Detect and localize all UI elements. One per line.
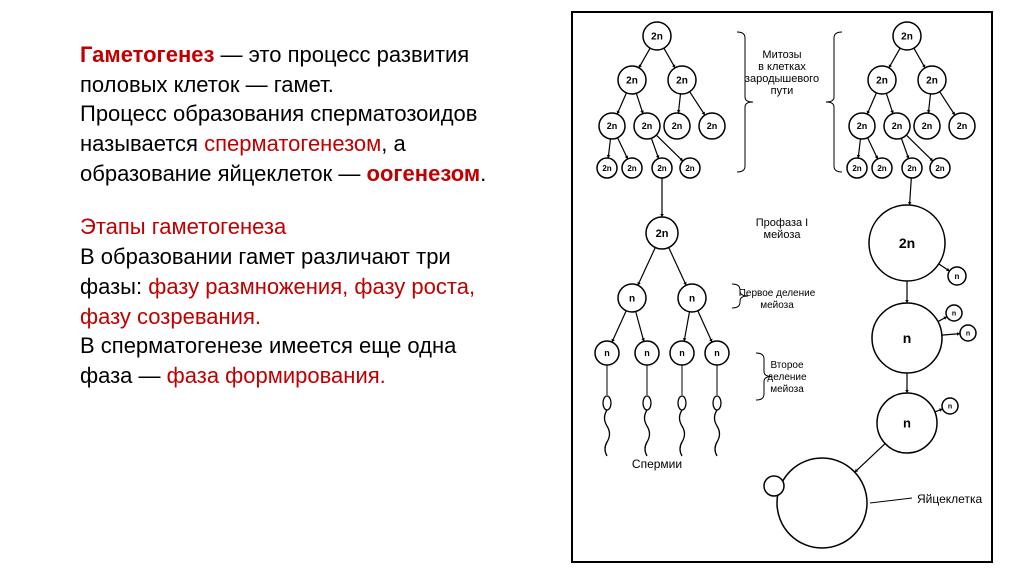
svg-text:n: n [966, 330, 970, 337]
svg-text:2n: 2n [899, 235, 915, 251]
svg-text:деление: деление [767, 372, 807, 383]
svg-text:2n: 2n [852, 164, 861, 173]
svg-text:2n: 2n [685, 164, 694, 173]
paragraph-definition: Гаметогенез — это процесс развития полов… [80, 40, 510, 188]
svg-text:Профаза I: Профаза I [756, 217, 808, 229]
paragraph-stages: Этапы гаметогенеза В образовании гамет р… [80, 212, 510, 390]
stages-heading: Этапы гаметогенеза [80, 214, 286, 239]
svg-text:зародышевого: зародышевого [745, 73, 819, 85]
p2c: . [480, 161, 486, 186]
svg-text:2n: 2n [857, 121, 868, 131]
svg-text:2n: 2n [707, 121, 718, 131]
svg-text:2n: 2n [926, 76, 938, 87]
svg-text:Первое деление: Первое деление [739, 288, 816, 299]
svg-text:мейоза: мейоза [770, 384, 804, 395]
svg-text:2n: 2n [901, 32, 913, 43]
svg-text:2n: 2n [657, 164, 666, 173]
svg-text:2n: 2n [892, 121, 903, 131]
svg-text:в клетках: в клетках [758, 61, 806, 73]
svg-text:мейоза: мейоза [760, 300, 794, 311]
svg-text:Второе: Второе [770, 360, 803, 371]
svg-text:2n: 2n [651, 32, 663, 43]
svg-text:Спермии: Спермии [632, 457, 682, 471]
text-panel: Гаметогенез — это процесс развития полов… [0, 0, 540, 574]
svg-text:2n: 2n [957, 121, 968, 131]
svg-text:2n: 2n [627, 164, 636, 173]
svg-text:n: n [952, 310, 956, 317]
term-gametogenesis: Гаметогенез [80, 42, 214, 67]
svg-text:2n: 2n [907, 164, 916, 173]
term-oogenesis: оогенезом [367, 161, 481, 186]
svg-text:n: n [629, 294, 635, 305]
svg-text:2n: 2n [876, 76, 888, 87]
svg-text:2n: 2n [672, 121, 683, 131]
phase-formation: фаза формирования. [167, 363, 386, 388]
svg-text:2n: 2n [607, 121, 618, 131]
svg-text:2n: 2n [626, 76, 638, 87]
svg-text:2n: 2n [642, 121, 653, 131]
svg-text:n: n [948, 403, 952, 410]
svg-text:Митозы: Митозы [762, 49, 801, 61]
svg-text:n: n [604, 348, 610, 358]
svg-text:2n: 2n [935, 164, 944, 173]
svg-text:2n: 2n [922, 121, 933, 131]
svg-text:мейоза: мейоза [764, 229, 802, 241]
svg-text:Яйцеклетка: Яйцеклетка [917, 492, 982, 506]
svg-text:n: n [903, 330, 912, 346]
svg-text:2n: 2n [877, 164, 886, 173]
svg-text:2n: 2n [602, 164, 611, 173]
svg-text:пути: пути [771, 85, 794, 97]
svg-text:n: n [644, 348, 650, 358]
svg-text:2n: 2n [676, 76, 688, 87]
svg-text:n: n [689, 294, 695, 305]
term-spermatogenesis: сперматогенезом [204, 131, 381, 156]
svg-text:n: n [714, 348, 720, 358]
svg-text:n: n [903, 416, 911, 431]
svg-text:n: n [679, 348, 685, 358]
diagram-container: 2n 2n 2n 2n 2n 2n 2n 2n 2n 2n 2n 2n 2n 2n 2n 2n 2n 2n 2n 2n… [540, 0, 1024, 574]
gametogenesis-diagram: 2n 2n 2n 2n 2n 2n 2n 2n 2n 2n 2n 2n 2n 2n 2n 2n 2n 2n 2n 2n… [562, 8, 1002, 568]
svg-text:2n: 2n [656, 228, 669, 240]
svg-text:n: n [955, 272, 960, 281]
